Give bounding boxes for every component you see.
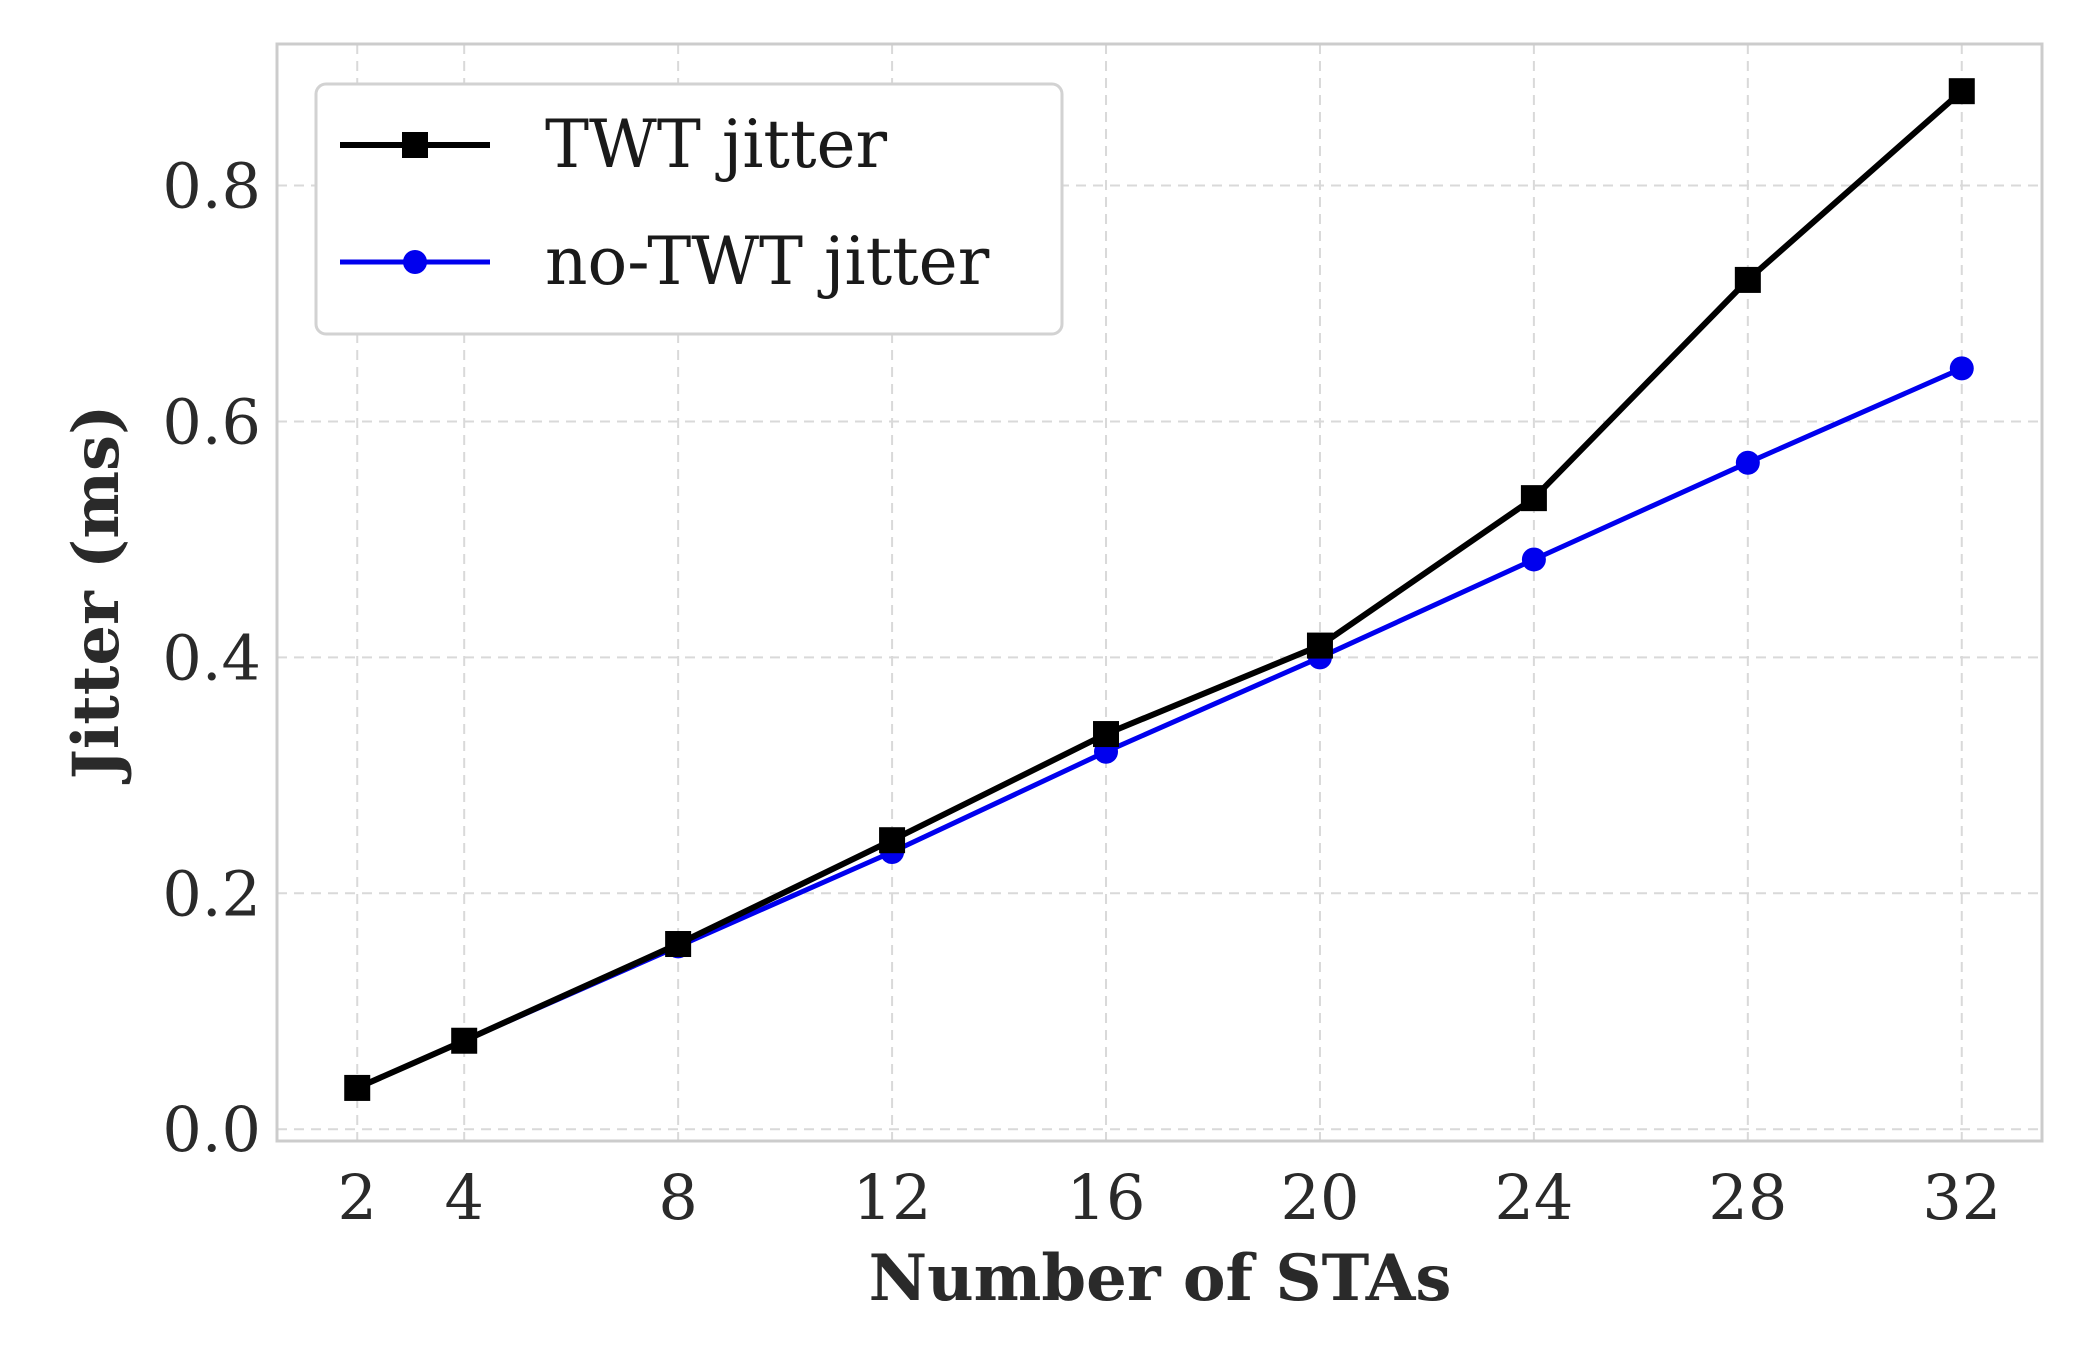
- legend-entry: no-TWT jitter: [340, 223, 990, 300]
- grid-lines: [277, 44, 2042, 1141]
- data-point-square: [344, 1074, 371, 1101]
- data-point-square: [1306, 632, 1333, 659]
- data-point-circle: [1521, 547, 1546, 572]
- x-tick-label: 28: [1708, 1161, 1787, 1234]
- y-tick-label: 0.4: [162, 621, 261, 694]
- x-tick-label: 32: [1922, 1161, 2001, 1234]
- legend-entry: TWT jitter: [340, 106, 888, 183]
- y-axis-label: Jitter (ms): [59, 405, 134, 785]
- series-no-twt-jitter: [345, 356, 1974, 1100]
- legend-label: TWT jitter: [545, 106, 888, 183]
- data-point-square: [879, 827, 906, 854]
- legend: TWT jitter no-TWT jitter: [314, 82, 1064, 336]
- data-point-square: [665, 931, 692, 958]
- legend-marker-square: [402, 132, 428, 158]
- data-point-square: [1520, 485, 1547, 512]
- y-tick-label: 0.8: [162, 150, 261, 223]
- y-tick-label: 0.2: [162, 857, 261, 930]
- x-tick-label: 16: [1067, 1161, 1146, 1234]
- x-tick-label: 20: [1281, 1161, 1360, 1234]
- data-point-circle: [1949, 356, 1974, 381]
- x-tick-label: 12: [853, 1161, 932, 1234]
- data-point-square: [1948, 78, 1975, 105]
- legend-box: [314, 82, 1064, 336]
- legend-marker-circle: [403, 250, 427, 274]
- y-tick-label: 0.6: [162, 385, 261, 458]
- legend-label: no-TWT jitter: [545, 223, 990, 300]
- data-point-square: [1734, 266, 1761, 293]
- x-tick-label: 8: [658, 1161, 697, 1234]
- x-tick-label: 2: [338, 1161, 377, 1234]
- plot-area-frame: [275, 42, 2044, 1143]
- series-twt-jitter: [344, 78, 1975, 1101]
- data-point-square: [1093, 721, 1120, 748]
- x-tick-label: 4: [444, 1161, 483, 1234]
- x-tick-label: 24: [1494, 1161, 1573, 1234]
- data-point-square: [451, 1027, 478, 1054]
- x-axis-label: Number of STAs: [869, 1241, 1452, 1316]
- x-axis-ticks: 2 4 8 12 16 20 24 28 32: [338, 1161, 2002, 1234]
- y-tick-label: 0.0: [162, 1093, 261, 1166]
- y-axis-ticks: 0.0 0.2 0.4 0.6 0.8: [162, 150, 261, 1167]
- series-layer: [344, 78, 1975, 1101]
- data-point-circle: [1735, 450, 1760, 475]
